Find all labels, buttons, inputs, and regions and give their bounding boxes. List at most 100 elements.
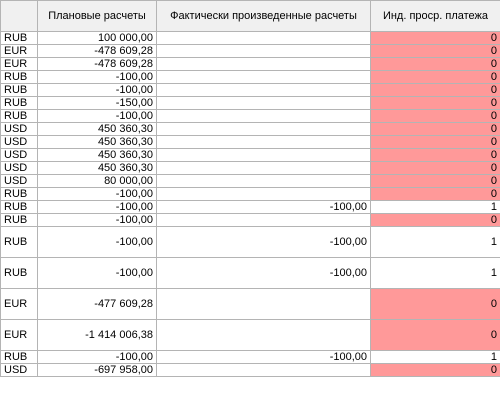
table-row[interactable]: RUB -100,00 -100,00 1 <box>0 226 500 258</box>
actual-amount-cell[interactable] <box>156 96 371 110</box>
overdue-flag-cell[interactable]: 1 <box>370 257 500 289</box>
table-row[interactable]: EUR -478 609,28 0 <box>0 44 500 58</box>
currency-cell[interactable]: RUB <box>0 70 38 84</box>
currency-cell[interactable]: RUB <box>0 187 38 201</box>
planned-amount-cell[interactable]: 450 360,30 <box>37 122 157 136</box>
planned-amount-cell[interactable]: -697 958,00 <box>37 363 157 377</box>
currency-cell[interactable]: RUB <box>0 200 38 214</box>
table-row[interactable]: RUB -100,00 0 <box>0 109 500 123</box>
planned-amount-cell[interactable]: 450 360,30 <box>37 161 157 175</box>
table-row[interactable]: EUR -1 414 006,38 0 <box>0 319 500 351</box>
planned-amount-cell[interactable]: -100,00 <box>37 70 157 84</box>
actual-amount-cell[interactable]: -100,00 <box>156 226 371 258</box>
planned-amount-cell[interactable]: -100,00 <box>37 226 157 258</box>
currency-cell[interactable]: RUB <box>0 350 38 364</box>
actual-amount-cell[interactable] <box>156 109 371 123</box>
overdue-flag-cell[interactable]: 0 <box>370 96 500 110</box>
overdue-flag-cell[interactable]: 0 <box>370 363 500 377</box>
actual-amount-cell[interactable] <box>156 161 371 175</box>
header-overdue-flag[interactable]: Инд. проср. платежа <box>370 0 500 32</box>
actual-amount-cell[interactable] <box>156 83 371 97</box>
table-row[interactable]: RUB -100,00 0 <box>0 70 500 84</box>
currency-cell[interactable]: RUB <box>0 226 38 258</box>
table-row[interactable]: USD 80 000,00 0 <box>0 174 500 188</box>
currency-cell[interactable]: EUR <box>0 57 38 71</box>
currency-cell[interactable]: USD <box>0 161 38 175</box>
overdue-flag-cell[interactable]: 0 <box>370 148 500 162</box>
overdue-flag-cell[interactable]: 0 <box>370 57 500 71</box>
currency-cell[interactable]: USD <box>0 148 38 162</box>
table-row[interactable]: EUR -477 609,28 0 <box>0 288 500 320</box>
planned-amount-cell[interactable]: -100,00 <box>37 213 157 227</box>
overdue-flag-cell[interactable]: 0 <box>370 161 500 175</box>
table-row[interactable]: USD 450 360,30 0 <box>0 122 500 136</box>
actual-amount-cell[interactable] <box>156 213 371 227</box>
planned-amount-cell[interactable]: -150,00 <box>37 96 157 110</box>
table-row[interactable]: RUB -100,00 -100,00 1 <box>0 200 500 214</box>
table-row[interactable]: USD 450 360,30 0 <box>0 135 500 149</box>
overdue-flag-cell[interactable]: 0 <box>370 122 500 136</box>
header-planned[interactable]: Плановые расчеты <box>37 0 157 32</box>
planned-amount-cell[interactable]: -100,00 <box>37 187 157 201</box>
actual-amount-cell[interactable] <box>156 363 371 377</box>
planned-amount-cell[interactable]: -100,00 <box>37 83 157 97</box>
planned-amount-cell[interactable]: 80 000,00 <box>37 174 157 188</box>
overdue-flag-cell[interactable]: 1 <box>370 226 500 258</box>
currency-cell[interactable]: USD <box>0 135 38 149</box>
actual-amount-cell[interactable] <box>156 122 371 136</box>
planned-amount-cell[interactable]: -478 609,28 <box>37 57 157 71</box>
table-row[interactable]: RUB -100,00 -100,00 1 <box>0 257 500 289</box>
table-row[interactable]: RUB -100,00 0 <box>0 213 500 227</box>
header-currency[interactable] <box>0 0 38 32</box>
planned-amount-cell[interactable]: -100,00 <box>37 350 157 364</box>
actual-amount-cell[interactable] <box>156 187 371 201</box>
actual-amount-cell[interactable] <box>156 135 371 149</box>
actual-amount-cell[interactable]: -100,00 <box>156 200 371 214</box>
actual-amount-cell[interactable] <box>156 44 371 58</box>
overdue-flag-cell[interactable]: 0 <box>370 31 500 45</box>
currency-cell[interactable]: EUR <box>0 288 38 320</box>
planned-amount-cell[interactable]: -100,00 <box>37 109 157 123</box>
overdue-flag-cell[interactable]: 0 <box>370 44 500 58</box>
table-row[interactable]: RUB -100,00 0 <box>0 83 500 97</box>
planned-amount-cell[interactable]: 100 000,00 <box>37 31 157 45</box>
currency-cell[interactable]: RUB <box>0 257 38 289</box>
table-row[interactable]: USD 450 360,30 0 <box>0 148 500 162</box>
overdue-flag-cell[interactable]: 0 <box>370 70 500 84</box>
currency-cell[interactable]: RUB <box>0 96 38 110</box>
table-row[interactable]: EUR -478 609,28 0 <box>0 57 500 71</box>
overdue-flag-cell[interactable]: 0 <box>370 213 500 227</box>
table-row[interactable]: USD -697 958,00 0 <box>0 363 500 377</box>
planned-amount-cell[interactable]: -100,00 <box>37 257 157 289</box>
table-row[interactable]: RUB 100 000,00 0 <box>0 31 500 45</box>
actual-amount-cell[interactable] <box>156 57 371 71</box>
currency-cell[interactable]: RUB <box>0 83 38 97</box>
overdue-flag-cell[interactable]: 0 <box>370 187 500 201</box>
currency-cell[interactable]: USD <box>0 174 38 188</box>
actual-amount-cell[interactable]: -100,00 <box>156 350 371 364</box>
overdue-flag-cell[interactable]: 0 <box>370 83 500 97</box>
table-row[interactable]: RUB -150,00 0 <box>0 96 500 110</box>
currency-cell[interactable]: USD <box>0 122 38 136</box>
overdue-flag-cell[interactable]: 0 <box>370 135 500 149</box>
overdue-flag-cell[interactable]: 0 <box>370 174 500 188</box>
overdue-flag-cell[interactable]: 1 <box>370 350 500 364</box>
planned-amount-cell[interactable]: -478 609,28 <box>37 44 157 58</box>
overdue-flag-cell[interactable]: 0 <box>370 109 500 123</box>
actual-amount-cell[interactable] <box>156 319 371 351</box>
planned-amount-cell[interactable]: 450 360,30 <box>37 135 157 149</box>
actual-amount-cell[interactable] <box>156 288 371 320</box>
table-row[interactable]: USD 450 360,30 0 <box>0 161 500 175</box>
currency-cell[interactable]: RUB <box>0 213 38 227</box>
planned-amount-cell[interactable]: -477 609,28 <box>37 288 157 320</box>
table-row[interactable]: RUB -100,00 -100,00 1 <box>0 350 500 364</box>
actual-amount-cell[interactable] <box>156 31 371 45</box>
actual-amount-cell[interactable]: -100,00 <box>156 257 371 289</box>
planned-amount-cell[interactable]: -100,00 <box>37 200 157 214</box>
currency-cell[interactable]: RUB <box>0 109 38 123</box>
planned-amount-cell[interactable]: 450 360,30 <box>37 148 157 162</box>
actual-amount-cell[interactable] <box>156 148 371 162</box>
planned-amount-cell[interactable]: -1 414 006,38 <box>37 319 157 351</box>
currency-cell[interactable]: EUR <box>0 44 38 58</box>
actual-amount-cell[interactable] <box>156 70 371 84</box>
